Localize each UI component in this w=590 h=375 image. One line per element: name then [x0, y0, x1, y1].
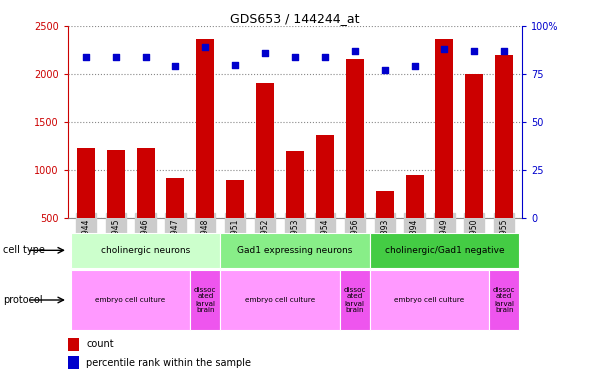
Point: [260, 50, 270, 56]
Bar: [71, 270, 191, 330]
Bar: [346, 59, 364, 266]
Point: [201, 44, 210, 50]
Point: [470, 48, 479, 54]
Text: dissoc
ated
larval
brain: dissoc ated larval brain: [194, 286, 217, 314]
Point: [171, 63, 180, 69]
Point: [350, 48, 359, 54]
Bar: [220, 270, 340, 330]
Text: dissoc
ated
larval
brain: dissoc ated larval brain: [493, 286, 516, 314]
Point: [231, 62, 240, 68]
Bar: [316, 135, 334, 266]
Bar: [435, 39, 453, 266]
Text: embryo cell culture: embryo cell culture: [245, 297, 315, 303]
Text: percentile rank within the sample: percentile rank within the sample: [86, 358, 251, 368]
Bar: [376, 191, 394, 266]
Bar: [68, 338, 79, 351]
Bar: [495, 55, 513, 266]
Text: count: count: [86, 339, 114, 349]
Bar: [405, 176, 424, 266]
Bar: [77, 148, 95, 266]
Point: [141, 54, 150, 60]
Point: [500, 48, 509, 54]
Point: [81, 54, 90, 60]
Text: cell type: cell type: [3, 245, 45, 255]
Bar: [466, 74, 483, 266]
Point: [380, 67, 389, 73]
Point: [111, 54, 120, 60]
Bar: [196, 39, 214, 266]
Bar: [107, 150, 124, 266]
Bar: [286, 150, 304, 266]
Text: Gad1 expressing neurons: Gad1 expressing neurons: [237, 246, 353, 255]
Bar: [166, 178, 185, 266]
Point: [410, 63, 419, 69]
Text: protocol: protocol: [3, 295, 42, 305]
Text: embryo cell culture: embryo cell culture: [394, 297, 464, 303]
Bar: [340, 270, 370, 330]
Bar: [489, 270, 519, 330]
Bar: [256, 82, 274, 266]
Bar: [220, 232, 370, 268]
Text: embryo cell culture: embryo cell culture: [96, 297, 166, 303]
Bar: [370, 270, 489, 330]
Point: [290, 54, 300, 60]
Bar: [226, 180, 244, 266]
Title: GDS653 / 144244_at: GDS653 / 144244_at: [230, 12, 360, 25]
Bar: [370, 232, 519, 268]
Text: cholinergic/Gad1 negative: cholinergic/Gad1 negative: [385, 246, 504, 255]
Bar: [137, 148, 155, 266]
Text: cholinergic neurons: cholinergic neurons: [101, 246, 190, 255]
Bar: [191, 270, 220, 330]
Text: dissoc
ated
larval
brain: dissoc ated larval brain: [343, 286, 366, 314]
Bar: [71, 232, 220, 268]
Point: [320, 54, 330, 60]
Bar: [68, 356, 79, 369]
Point: [440, 46, 449, 52]
